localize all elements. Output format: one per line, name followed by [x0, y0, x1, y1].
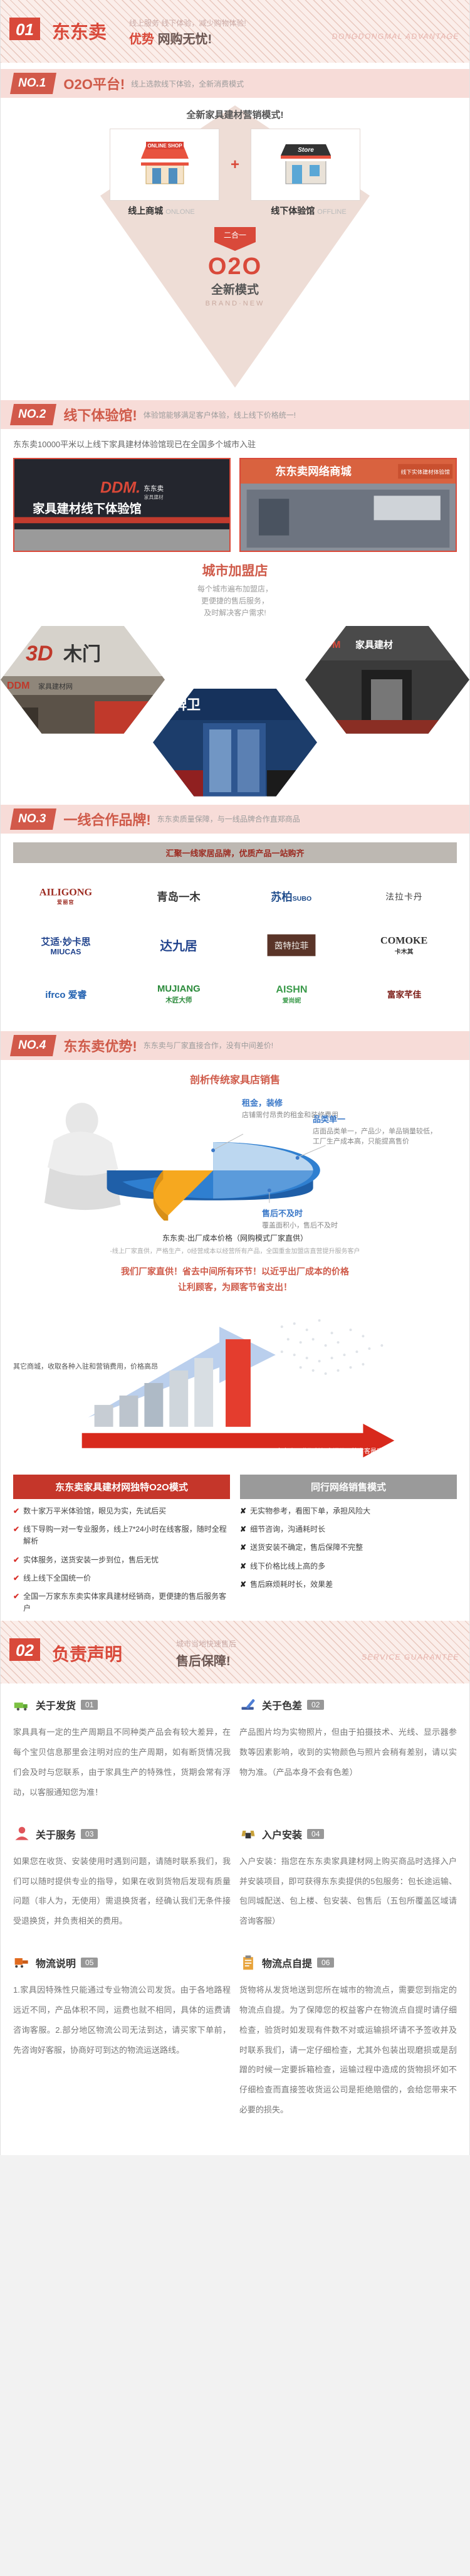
- svg-text:东东卖: 东东卖: [144, 485, 164, 493]
- svg-text:家具建材线下体验馆: 家具建材线下体验馆: [33, 502, 142, 516]
- svg-text:箭牌卫: 箭牌卫: [159, 697, 201, 713]
- svg-text:木门: 木门: [63, 644, 101, 665]
- svg-text:东东卖网络商城: 东东卖网络商城: [275, 465, 352, 477]
- svg-text:Store: Store: [298, 147, 314, 154]
- svg-text:DDM: DDM: [7, 681, 29, 691]
- svg-text:线下实体建材体验馆: 线下实体建材体验馆: [401, 468, 450, 475]
- svg-text:家具建材: 家具建材: [355, 639, 393, 650]
- svg-text:ONLINE SHOP: ONLINE SHOP: [147, 143, 182, 149]
- svg-text:3D: 3D: [26, 642, 53, 665]
- svg-text:家具建材网: 家具建材网: [38, 682, 73, 691]
- svg-text:DDM.: DDM.: [100, 479, 140, 497]
- svg-text:家具建材: 家具建材: [144, 494, 164, 500]
- svg-text:DDM: DDM: [318, 640, 340, 650]
